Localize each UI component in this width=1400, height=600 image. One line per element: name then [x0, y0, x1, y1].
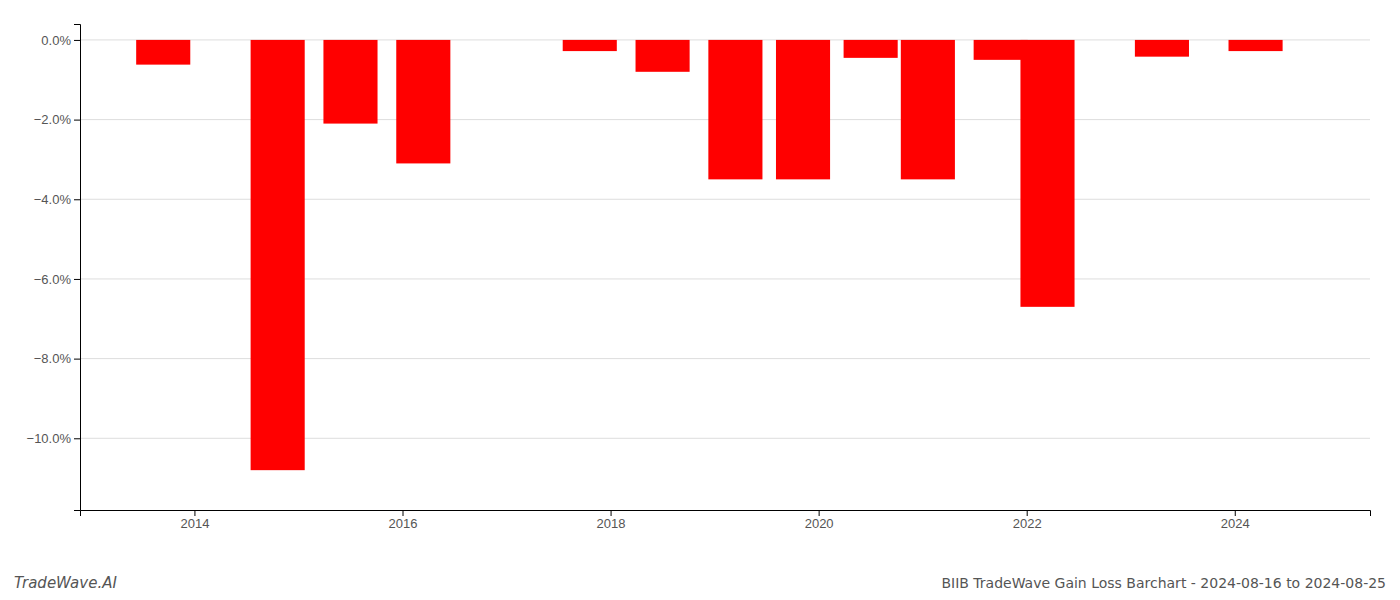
bars — [136, 40, 1282, 470]
y-tick: −10.0% — [27, 431, 80, 446]
watermark: TradeWave.AI — [14, 574, 117, 592]
plot: 2014 2016 2018 2020 2022 2024 0.0% −2.0% −4.0% −6… — [27, 25, 1371, 532]
x-tick-mark — [819, 510, 820, 516]
x-tick: 2020 — [805, 510, 834, 531]
title: BIIB TradeWave Gain Loss Barchart - 2024… — [941, 575, 1386, 591]
y-tick-label: −4.0% — [34, 192, 72, 207]
bar — [776, 40, 830, 179]
x-axis-line — [81, 511, 1371, 517]
chart: 2014 2016 2018 2020 2022 2024 0.0% −2.0% −4.0% −6… — [0, 0, 1400, 600]
x-tick-mark — [1235, 510, 1236, 516]
y-tick-mark — [74, 359, 80, 360]
y-tick: −6.0% — [34, 272, 80, 287]
x-tick-mark — [611, 510, 612, 516]
x-tick-mark — [194, 510, 195, 516]
bar — [974, 40, 1028, 60]
bar — [1020, 40, 1074, 307]
x-tick-label: 2014 — [180, 516, 209, 531]
y-tick-label: −10.0% — [27, 431, 72, 446]
bar — [396, 40, 450, 163]
x-tick: 2022 — [1013, 510, 1042, 531]
y-tick: −8.0% — [34, 351, 80, 366]
bar — [136, 40, 190, 65]
y-tick-label: −2.0% — [34, 112, 72, 127]
x-axis: 2014 2016 2018 2020 2022 2024 — [81, 510, 1371, 531]
y-tick-mark — [74, 438, 80, 439]
x-tick-label: 2022 — [1013, 516, 1042, 531]
y-tick-mark — [74, 40, 80, 41]
x-tick: 2014 — [180, 510, 209, 531]
bar — [251, 40, 305, 470]
x-tick-mark — [403, 510, 404, 516]
bar — [563, 40, 617, 51]
bar — [323, 40, 377, 124]
x-tick-label: 2018 — [597, 516, 626, 531]
y-tick-label: 0.0% — [41, 33, 71, 48]
y-tick: −4.0% — [34, 192, 80, 207]
bar — [1135, 40, 1189, 57]
y-axis: 0.0% −2.0% −4.0% −6.0% −8.0% −10.0% — [27, 25, 81, 511]
y-tick: 0.0% — [41, 33, 80, 48]
bar — [708, 40, 762, 179]
bar — [844, 40, 898, 58]
y-tick-mark — [74, 199, 80, 200]
y-tick-mark — [74, 120, 80, 121]
x-tick-label: 2016 — [389, 516, 418, 531]
x-tick: 2024 — [1221, 510, 1250, 531]
y-axis-line — [74, 25, 81, 511]
bar — [1229, 40, 1283, 51]
y-tick-mark — [74, 279, 80, 280]
x-tick-label: 2024 — [1221, 516, 1250, 531]
bar — [636, 40, 690, 72]
x-tick: 2018 — [597, 510, 626, 531]
y-tick: −2.0% — [34, 112, 80, 127]
y-tick-label: −8.0% — [34, 351, 72, 366]
x-tick-mark — [1027, 510, 1028, 516]
bar — [901, 40, 955, 179]
y-tick-label: −6.0% — [34, 272, 72, 287]
x-tick: 2016 — [389, 510, 418, 531]
x-tick-label: 2020 — [805, 516, 834, 531]
